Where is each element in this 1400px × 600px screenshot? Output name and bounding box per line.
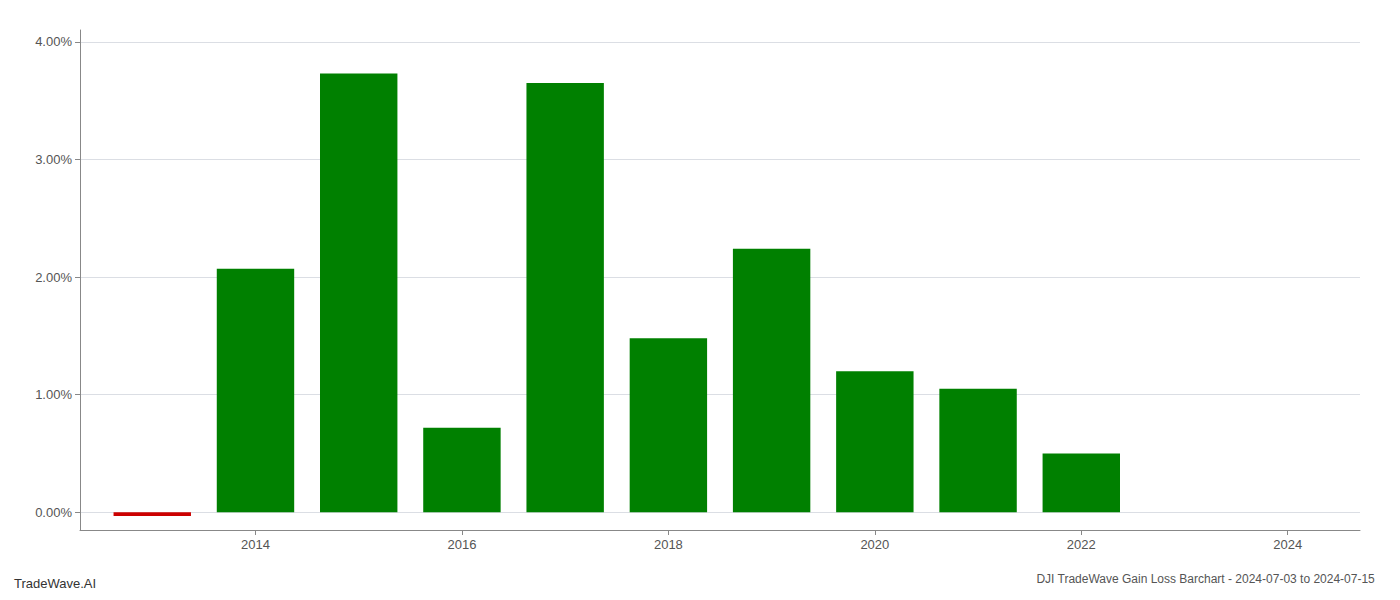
svg-text:DJI TradeWave Gain Loss Barcha: DJI TradeWave Gain Loss Barchart - 2024-… [1036, 572, 1375, 586]
svg-text:2020: 2020 [860, 537, 889, 552]
svg-text:2018: 2018 [654, 537, 683, 552]
svg-text:2024: 2024 [1273, 537, 1302, 552]
svg-text:3.00%: 3.00% [35, 152, 72, 167]
svg-text:4.00%: 4.00% [35, 34, 72, 49]
svg-text:0.00%: 0.00% [35, 505, 72, 520]
svg-text:2016: 2016 [447, 537, 476, 552]
svg-text:TradeWave.AI: TradeWave.AI [14, 576, 96, 591]
svg-text:1.00%: 1.00% [35, 387, 72, 402]
svg-text:2014: 2014 [241, 537, 270, 552]
svg-text:2022: 2022 [1067, 537, 1096, 552]
svg-text:2.00%: 2.00% [35, 270, 72, 285]
